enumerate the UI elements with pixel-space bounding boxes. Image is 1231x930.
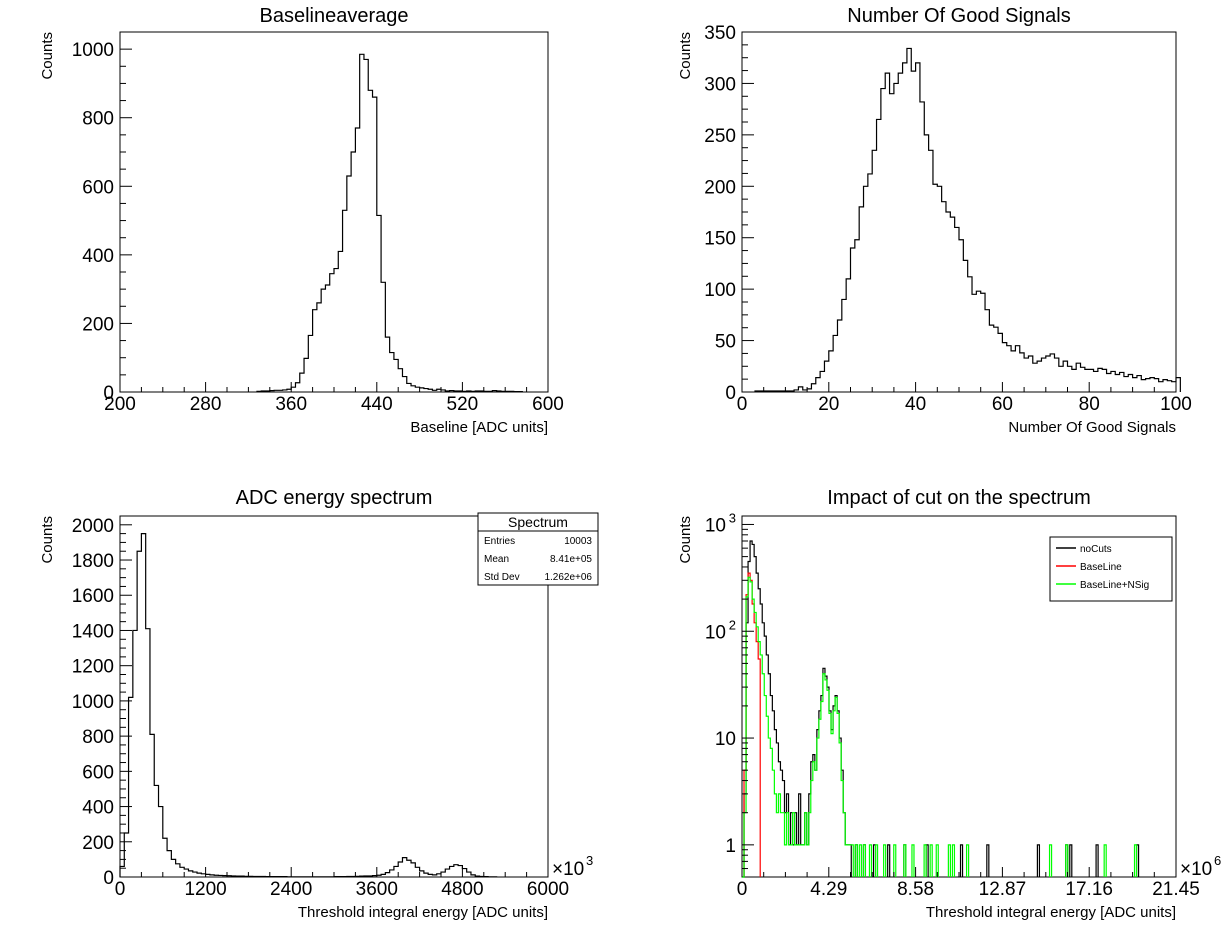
y-tick-label: 10 bbox=[705, 515, 726, 536]
y-tick-label: 50 bbox=[715, 332, 736, 353]
x-tick-label: 21.45 bbox=[1152, 879, 1200, 900]
x-tick-label: 80 bbox=[1079, 394, 1100, 415]
chart-title: Baselineaverage bbox=[260, 5, 409, 27]
chart-1: Number Of Good Signals 0 20 40 60 80 100 0 50 100… bbox=[677, 5, 1192, 436]
x-tick-label: 40 bbox=[905, 394, 926, 415]
y-tick-label: 250 bbox=[704, 126, 736, 147]
stats-value: 8.41e+05 bbox=[550, 554, 592, 565]
stats-title: Spectrum bbox=[508, 514, 568, 530]
y-tick-exponent: 2 bbox=[729, 617, 736, 632]
x-tick-label: 600 bbox=[532, 394, 564, 415]
series-hist bbox=[119, 533, 498, 878]
x-tick-label: 60 bbox=[992, 394, 1013, 415]
x-tick-label: 440 bbox=[361, 394, 393, 415]
y-tick-label: 2000 bbox=[72, 516, 114, 537]
stats-label: Entries bbox=[484, 536, 515, 547]
series-hist bbox=[754, 47, 1181, 392]
y-tick-label: 10 bbox=[715, 729, 736, 750]
x-axis-label: Threshold integral energy [ADC units] bbox=[298, 904, 548, 921]
x-tick-label: 8.58 bbox=[897, 879, 934, 900]
y-tick-label: 600 bbox=[82, 762, 114, 783]
y-axis-label: Counts bbox=[39, 32, 56, 80]
x-tick-label: 0 bbox=[737, 394, 748, 415]
legend-item: BaseLine bbox=[1080, 562, 1122, 573]
stats-value: 1.262e+06 bbox=[544, 572, 592, 583]
x-tick-label: 520 bbox=[447, 394, 479, 415]
stats-box-frame bbox=[477, 512, 599, 586]
x-axis-label: Baseline [ADC units] bbox=[410, 419, 548, 436]
x-multiplier-exponent: 3 bbox=[586, 853, 593, 868]
y-tick-label: 0 bbox=[725, 383, 736, 404]
series-baseline-nsig bbox=[742, 576, 1138, 878]
plot-frame bbox=[119, 31, 549, 393]
y-tick-label: 1800 bbox=[72, 551, 114, 572]
legend-item: BaseLine+NSig bbox=[1080, 580, 1149, 591]
x-tick-label: 4800 bbox=[441, 879, 483, 900]
y-tick-label: 200 bbox=[82, 314, 114, 335]
plot-frame bbox=[741, 31, 1177, 393]
y-tick-label: 400 bbox=[82, 246, 114, 267]
chart-title: ADC energy spectrum bbox=[236, 487, 433, 509]
y-tick-label: 350 bbox=[704, 23, 736, 44]
x-tick-label: 4.29 bbox=[810, 879, 847, 900]
chart-title: Number Of Good Signals bbox=[847, 5, 1070, 27]
y-axis-label: Counts bbox=[39, 516, 56, 564]
x-tick-label: 280 bbox=[190, 394, 222, 415]
stats-label: Mean bbox=[484, 554, 509, 565]
chart-title: Impact of cut on the spectrum bbox=[827, 487, 1090, 509]
stats-label: Std Dev bbox=[484, 572, 520, 583]
x-tick-label: 360 bbox=[275, 394, 307, 415]
stats-value: 10003 bbox=[564, 536, 592, 547]
y-tick-label: 100 bbox=[704, 280, 736, 301]
y-tick-label: 1400 bbox=[72, 621, 114, 642]
y-tick-label: 0 bbox=[103, 868, 114, 889]
y-tick-label: 1000 bbox=[72, 40, 114, 61]
y-tick-label: 200 bbox=[82, 833, 114, 854]
x-multiplier-exponent: 6 bbox=[1214, 853, 1221, 868]
y-tick-label: 200 bbox=[704, 177, 736, 198]
x-tick-label: 3600 bbox=[356, 879, 398, 900]
y-axis-label: Counts bbox=[677, 32, 694, 80]
x-tick-label: 20 bbox=[818, 394, 839, 415]
x-tick-label: 200 bbox=[104, 394, 136, 415]
x-tick-label: 100 bbox=[1160, 394, 1192, 415]
x-tick-label: 0 bbox=[115, 879, 126, 900]
x-tick-label: 1200 bbox=[184, 879, 226, 900]
y-tick-label: 10 bbox=[705, 622, 726, 643]
y-tick-label: 600 bbox=[82, 177, 114, 198]
y-tick-label: 150 bbox=[704, 229, 736, 250]
x-multiplier: ×10 bbox=[1180, 859, 1212, 880]
legend-item: noCuts bbox=[1080, 544, 1112, 555]
y-tick-label: 300 bbox=[704, 74, 736, 95]
y-tick-label: 1 bbox=[725, 836, 736, 857]
y-tick-label: 800 bbox=[82, 109, 114, 130]
y-tick-exponent: 3 bbox=[729, 510, 736, 525]
y-tick-label: 0 bbox=[103, 383, 114, 404]
x-axis-label: Number Of Good Signals bbox=[1008, 419, 1176, 436]
x-tick-label: 17.16 bbox=[1065, 879, 1113, 900]
x-tick-label: 2400 bbox=[270, 879, 312, 900]
stats-box: Spectrum Entries 10003 Mean 8.41e+05 Std Dev 1… bbox=[477, 512, 599, 586]
y-tick-label: 1200 bbox=[72, 657, 114, 678]
x-tick-label: 6000 bbox=[527, 879, 569, 900]
y-tick-label: 1000 bbox=[72, 692, 114, 713]
x-tick-label: 0 bbox=[737, 879, 748, 900]
y-axis-label: Counts bbox=[677, 516, 694, 564]
x-tick-label: 12.87 bbox=[979, 879, 1027, 900]
y-tick-label: 1600 bbox=[72, 586, 114, 607]
y-tick-label: 400 bbox=[82, 798, 114, 819]
x-axis-label: Threshold integral energy [ADC units] bbox=[926, 904, 1176, 921]
series-hist bbox=[256, 53, 523, 393]
y-tick-label: 800 bbox=[82, 727, 114, 748]
legend: noCuts BaseLine BaseLine+NSig bbox=[1049, 536, 1173, 602]
x-multiplier: ×10 bbox=[552, 859, 584, 880]
